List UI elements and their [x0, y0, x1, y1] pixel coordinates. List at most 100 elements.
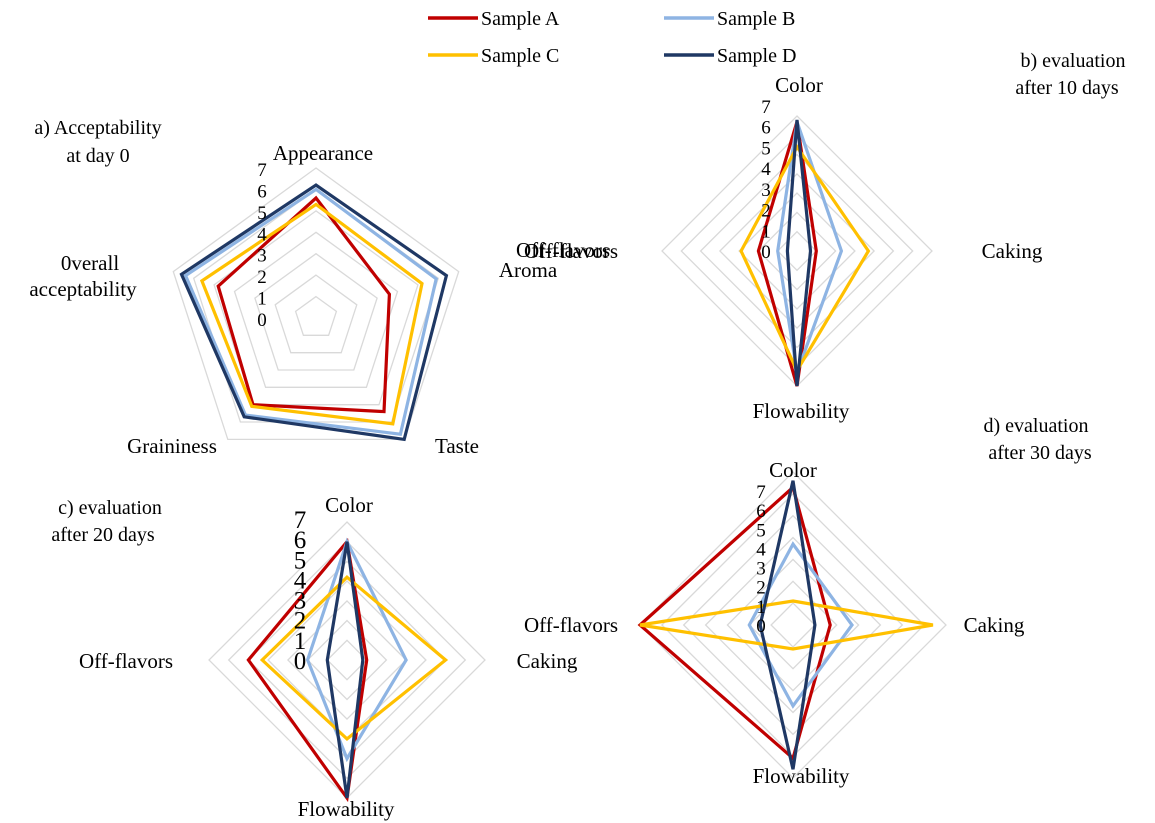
gridline [718, 172, 876, 330]
tick-label: 0 [294, 648, 307, 675]
axis-label: Appearance [273, 141, 373, 165]
axis-label: Flowability [298, 797, 395, 821]
tick-label: 6 [294, 527, 307, 554]
axis-label: Aroma [499, 258, 558, 282]
tick-label: 1 [761, 221, 771, 242]
series-line-sample-c [639, 599, 934, 651]
axis-label: Caking [982, 239, 1043, 263]
series-line-sample-a [216, 195, 392, 414]
tick-label: 5 [756, 520, 766, 541]
tick-label: 6 [257, 181, 267, 202]
tick-label: 2 [756, 578, 766, 599]
tick-label: 2 [257, 267, 267, 288]
panel-title: at day 0 [66, 145, 129, 167]
tick-label: 0 [761, 242, 771, 263]
tick-label: 6 [756, 501, 766, 522]
panel-title: c) evaluation [58, 497, 162, 519]
tick-label: 5 [257, 203, 267, 224]
tick-label: 1 [756, 597, 766, 618]
panel-title: d) evaluation [984, 415, 1089, 437]
tick-label: 6 [761, 118, 771, 139]
tick-label: 1 [257, 289, 267, 310]
series-line-sample-d [179, 183, 449, 442]
tick-label: 1 [294, 628, 307, 655]
gridline [726, 558, 860, 692]
series-line-sample-b [747, 541, 854, 709]
tick-label: 3 [257, 246, 267, 267]
gridline [254, 252, 378, 371]
gridline [757, 211, 837, 291]
series-line-sample-c [199, 202, 424, 426]
gridline [172, 167, 460, 441]
tick-label: 4 [756, 539, 766, 560]
gridline [233, 231, 399, 388]
legend: Sample A Sample B Sample C Sample D [428, 8, 796, 67]
series-line-sample-d [785, 119, 813, 387]
gridline [699, 153, 895, 349]
axis-label: Caking [517, 649, 578, 673]
axis-label: Caking [964, 613, 1025, 637]
tick-label: 5 [294, 547, 307, 574]
series-line-sample-d [325, 541, 365, 799]
legend-label: Sample D [717, 45, 796, 67]
gridline [274, 274, 358, 354]
tick-label: 3 [294, 588, 307, 615]
axis-label: Off-flavors [524, 239, 618, 263]
panel-title: after 30 days [988, 442, 1092, 464]
gridline [661, 115, 933, 387]
panel-title: a) Acceptability [34, 117, 161, 139]
gridline [682, 514, 904, 736]
tick-label: 0 [756, 616, 766, 637]
axis-label: Color [775, 73, 823, 97]
axis-label: Flowability [753, 399, 850, 423]
tick-label: 2 [761, 201, 771, 222]
tick-label: 2 [294, 608, 307, 635]
tick-label: 5 [761, 138, 771, 159]
gridline [267, 580, 427, 740]
gridline [306, 619, 388, 701]
series-line-sample-b [305, 537, 408, 763]
gridline [704, 536, 882, 714]
axis-label: Off-flavors [79, 649, 173, 673]
legend-label: Sample B [717, 8, 795, 30]
tick-label: 4 [257, 224, 267, 245]
axis-label: Color [325, 493, 373, 517]
axis-label: Off-flavors [524, 613, 618, 637]
tick-label: 7 [294, 507, 307, 534]
legend-label: Sample C [481, 45, 559, 67]
gridline [294, 295, 338, 336]
gridline [227, 540, 467, 780]
axis-label: Graininess [127, 434, 217, 458]
tick-label: 3 [761, 180, 771, 201]
series-line-sample-c [259, 575, 449, 742]
series-line-sample-b [183, 187, 438, 436]
axis-label: acceptability [29, 277, 137, 301]
tick-label: 7 [756, 482, 766, 503]
gridline [660, 492, 926, 758]
panel-title: after 20 days [51, 524, 155, 546]
axis-label: Flowability [753, 764, 850, 788]
gridline [326, 639, 368, 681]
axis-label: 0verall [61, 251, 119, 275]
gridline [286, 599, 408, 721]
tick-label: 3 [756, 559, 766, 580]
series-line-sample-d [758, 480, 817, 770]
axis-label: Taste [435, 434, 479, 458]
tick-label: 7 [761, 97, 771, 118]
tick-label: 4 [761, 159, 771, 180]
panel-title: b) evaluation [1021, 50, 1126, 72]
gridline [639, 471, 947, 779]
gridline [738, 192, 856, 310]
tick-label: 7 [257, 160, 267, 181]
gridline [680, 134, 914, 368]
axis-label-extra: Off-flavors [516, 238, 610, 262]
panel-title: after 10 days [1015, 77, 1119, 99]
tick-label: 4 [294, 567, 307, 594]
legend-label: Sample A [481, 8, 560, 30]
tick-label: 0 [257, 310, 267, 331]
